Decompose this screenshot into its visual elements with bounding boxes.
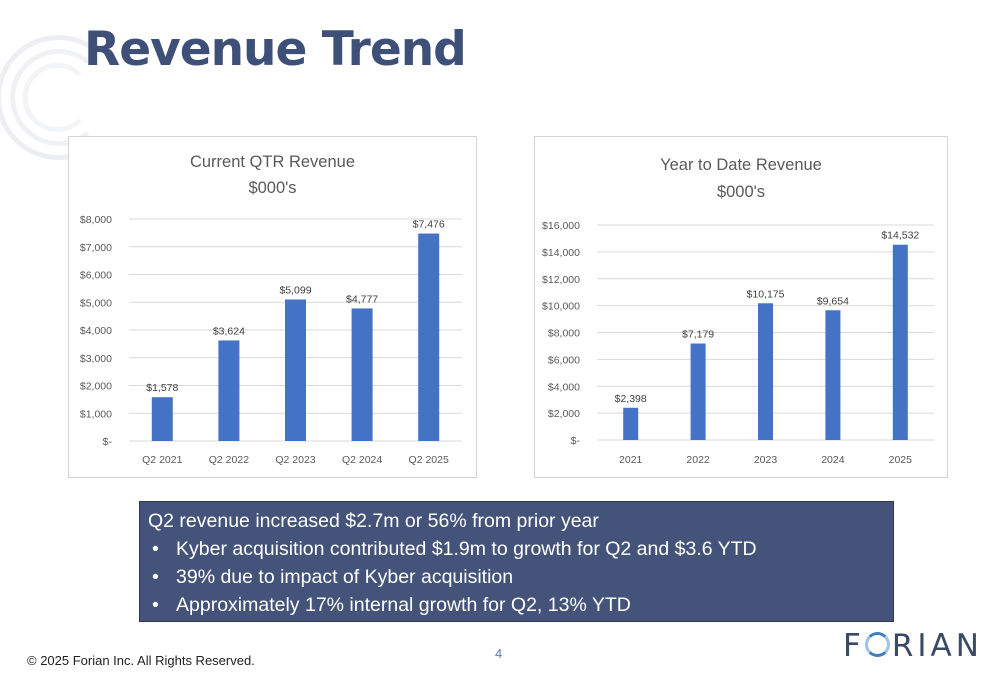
x-tick-label: Q2 2021 [142,454,182,466]
summary-bullet: • Kyber acquisition contributed $1.9m to … [148,535,885,563]
data-label: $2,398 [615,393,647,405]
data-label: $7,179 [682,329,714,341]
y-tick-label: $8,000 [548,328,580,340]
y-tick-label: $2,000 [80,381,112,393]
x-tick-label: 2022 [686,454,710,466]
bar [151,397,173,441]
y-tick-label: $10,000 [542,301,580,313]
summary-headline: Q2 revenue increased $2.7m or 56% from p… [148,510,599,532]
x-tick-label: 2021 [619,454,643,466]
y-tick-label: $8,000 [80,214,112,226]
data-label: $3,624 [213,325,245,337]
logo-letter-f: F [843,628,865,664]
bar [285,299,306,441]
y-tick-label: $16,000 [542,220,580,232]
year-to-date-revenue-chart: Year to Date Revenue $000's $- $2,000 $4,000… [534,136,948,478]
data-label: $4,777 [346,293,378,305]
data-label: $5,099 [279,285,311,297]
y-tick-label: $1,000 [80,408,112,420]
y-tick-label: $12,000 [542,274,580,286]
bar [758,303,773,440]
data-label: $7,476 [413,219,445,231]
y-tick-label: $6,000 [548,354,580,366]
current-qtr-revenue-chart: Current QTR Revenue $000's $- $1,000 $2,000 $… [68,136,477,478]
summary-bullet-list: • Kyber acquisition contributed $1.9m to … [148,535,885,619]
y-tick-label: $2,000 [548,408,580,420]
bar [623,407,639,440]
data-label: $14,532 [881,230,919,242]
y-tick-label: $4,000 [80,325,112,337]
data-label: $9,654 [817,295,849,307]
x-tick-label: 2023 [754,454,778,466]
page-number: 4 [495,646,503,661]
y-tick-label: $3,000 [80,353,112,365]
y-tick-label: $- [103,436,113,448]
bar [825,310,841,440]
y-tick-label: $- [571,435,581,447]
bar [892,244,908,440]
forian-logo: F RIAN [843,628,983,664]
data-label: $10,175 [747,288,785,300]
bar [351,308,373,441]
current-qtr-revenue-plot: Current QTR Revenue $000's $- $1,000 $2,000 $… [80,153,462,466]
bullet-icon: • [152,594,159,616]
data-label: $1,578 [146,382,178,394]
y-tick-label: $6,000 [80,270,112,282]
summary-panel: Q2 revenue increased $2.7m or 56% from p… [139,501,894,622]
logo-letters-rian: RIAN [891,628,983,664]
bullet-icon: • [152,566,159,588]
copyright-footer: © 2025 Forian Inc. All Rights Reserved. [27,653,255,668]
bullet-icon: • [152,538,159,560]
bar [218,340,240,441]
x-tick-label: 2024 [821,454,845,466]
decorative-rings-icon [0,35,97,160]
x-tick-label: 2025 [889,454,913,466]
summary-bullet-text: 39% due to impact of Kyber acquisition [176,566,514,588]
logo-o-ring-icon [864,632,890,657]
page-title: Revenue Trend [84,22,467,77]
y-tick-label: $5,000 [80,297,112,309]
summary-bullet: • Approximately 17% internal growth for Q… [148,591,885,619]
chart-subtitle: $000's [717,183,765,201]
x-tick-label: Q2 2022 [209,454,249,466]
chart-title: Year to Date Revenue [660,156,822,174]
year-to-date-revenue-plot: Year to Date Revenue $000's $- $2,000 $4,000… [542,156,934,466]
x-tick-label: Q2 2023 [275,454,315,466]
x-tick-label: Q2 2024 [342,454,382,466]
bar [690,343,706,440]
chart-subtitle: $000's [248,179,296,197]
summary-bullet: • 39% due to impact of Kyber acquisition [148,563,885,591]
bar [418,233,440,441]
summary-bullet-text: Approximately 17% internal growth for Q2… [176,594,631,616]
y-tick-label: $4,000 [548,381,580,393]
summary-bullet-text: Kyber acquisition contributed $1.9m to g… [176,538,757,560]
chart-title: Current QTR Revenue [190,153,355,171]
x-tick-label: Q2 2025 [409,454,449,466]
y-tick-label: $14,000 [542,247,580,259]
y-tick-label: $7,000 [80,242,112,254]
